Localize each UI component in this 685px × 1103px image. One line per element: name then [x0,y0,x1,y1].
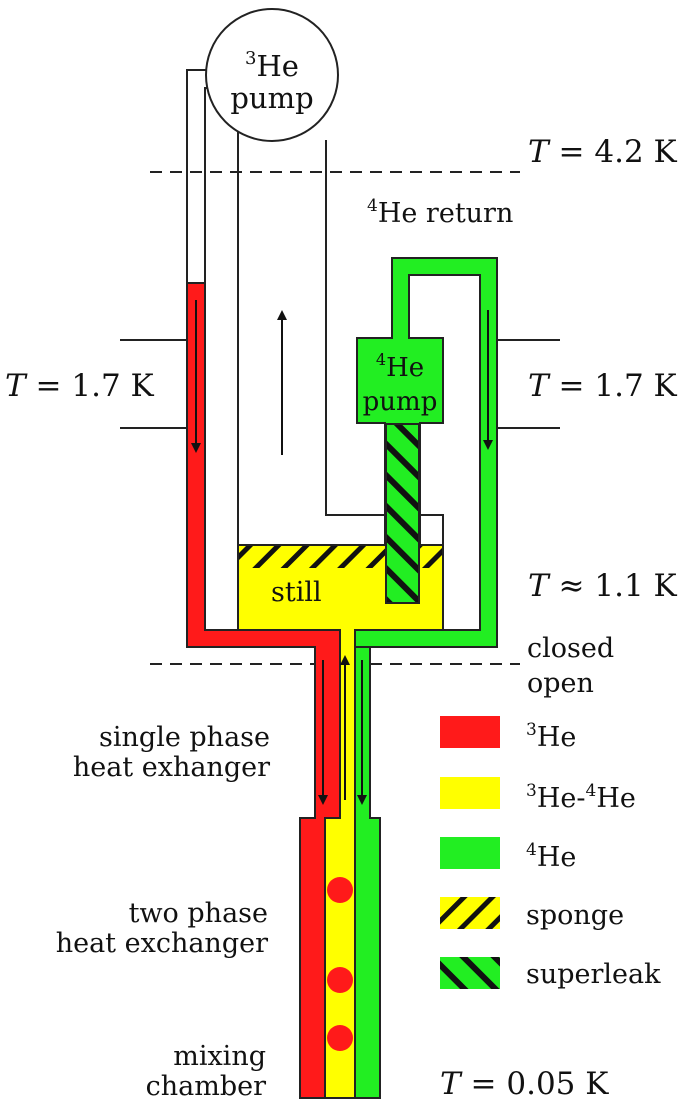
legend-sup: 4 [585,781,596,801]
legend-label-sponge: sponge [526,900,624,931]
he4-pump-line2: pump [363,387,438,417]
he3-pump-sup: 3 [245,48,256,69]
he3-pump-name: He [257,49,299,83]
legend-sup: 3 [526,720,537,740]
superleak-region [385,423,420,604]
he3-pump-line2: pump [230,81,313,115]
he3-droplet [327,877,353,903]
legend-label-he3: 3He [526,720,576,753]
legend-text: He [596,783,636,814]
temp-var: T [440,1066,463,1102]
legend-swatch-he3 [440,716,500,748]
two-phase-line2: heat exchanger [56,928,268,959]
temp-value: ≈ 1.1 K [549,568,678,604]
still-and-mixture-column [237,544,444,1099]
two-phase-line1: two phase [129,898,268,929]
he3-droplet [327,967,353,993]
legend-swatch-sponge [440,897,500,929]
legend-label-mix: 3He-4He [526,781,636,814]
legend: 3He 3He-4He 4He sponge superleak [440,716,661,990]
legend-swatch-superleak [440,957,500,989]
temp-value: = 4.2 K [549,134,678,170]
temp-var: T [528,134,551,170]
he4-mixing-column [354,646,381,1099]
temp-label-mixing: T = 0.05 K [440,1066,609,1102]
temp-var: T [5,368,28,404]
still-label: still [271,577,322,608]
he4-return-label: 4He return [367,196,513,229]
legend-swatch-mix [440,777,500,809]
legend-label-superleak: superleak [526,959,661,990]
mixing-chamber-outline [299,818,381,1099]
single-phase-line2: heat exhanger [73,752,270,783]
he3-pump-label: 3He [245,48,299,83]
he3-return-tube-inner [204,87,215,283]
pumping-line-right [325,140,385,516]
legend-text: He- [537,783,586,814]
mixing-chamber-line1: mixing [173,1041,266,1072]
legend-text: He [537,722,577,753]
temp-label-left-1-7k: T = 1.7 K [5,368,155,404]
temp-var: T [528,568,551,604]
temp-label-still: T ≈ 1.1 K [528,568,678,604]
he4-return-text: He return [378,198,514,229]
temp-value: = 1.7 K [549,368,678,404]
open-label: open [527,668,594,699]
he4-pump-label: 4He [376,350,424,383]
he4-pump-name: He [386,353,424,383]
he3-pump-circle [205,8,339,142]
mixing-chamber-line2: chamber [146,1071,266,1102]
he4-pump-sup: 4 [376,350,386,369]
legend-sup: 4 [526,840,537,860]
temp-var: T [528,368,551,404]
temp-value: = 1.7 K [26,368,155,404]
temp-label-right-1-7k: T = 1.7 K [528,368,678,404]
temp-value: = 0.05 K [461,1066,610,1102]
he4-return-sup: 4 [367,196,378,216]
legend-text: He [537,842,577,873]
he3-circuit [186,282,341,1099]
he3-droplet [327,1025,353,1051]
closed-label: closed [527,633,614,664]
legend-sup: 3 [526,781,537,801]
legend-label-he4: 4He [526,840,576,873]
temp-label-4k: T = 4.2 K [528,134,678,170]
legend-swatch-he4 [440,837,500,869]
single-phase-line1: single phase [99,722,270,753]
